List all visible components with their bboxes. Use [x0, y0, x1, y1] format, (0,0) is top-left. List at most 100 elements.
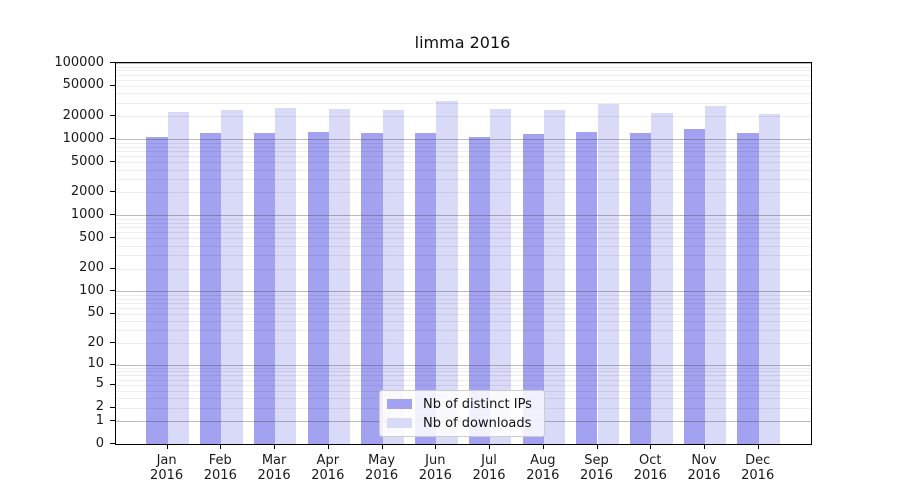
gridline-minor — [116, 93, 811, 95]
y-tick-label: 50000 — [62, 77, 104, 93]
y-tick-mark — [110, 62, 115, 63]
bar-downloads-feb — [221, 109, 243, 444]
gridline-minor — [116, 321, 811, 323]
gridline-minor — [116, 116, 811, 118]
x-tick-label-jun: Jun 2016 — [403, 453, 467, 483]
y-tick-label: 1 — [95, 412, 104, 428]
bar-distinct-ips-nov — [683, 128, 705, 444]
gridline-minor — [116, 151, 811, 152]
bar-distinct-ips-sep — [576, 132, 598, 444]
gridline-minor — [116, 238, 811, 240]
y-tick-label: 5000 — [70, 153, 104, 169]
x-tick-month: Jan — [156, 453, 177, 468]
y-tick-mark — [110, 290, 115, 292]
gridline-minor — [116, 245, 811, 247]
x-tick-mark — [435, 444, 437, 449]
legend-label-downloads: Nb of downloads — [423, 415, 532, 431]
y-tick-label: 1000 — [70, 206, 104, 222]
gridline-major — [116, 139, 811, 141]
legend-swatch-downloads-icon — [387, 418, 412, 428]
legend-label-distinct-ips: Nb of distinct IPs — [423, 396, 532, 412]
x-tick-month: Dec — [745, 453, 771, 468]
y-tick-mark — [110, 383, 115, 385]
x-tick-mark — [757, 444, 759, 449]
bar-distinct-ips-aug — [522, 134, 544, 444]
x-tick-month: Apr — [316, 453, 340, 468]
bar-downloads-may — [382, 110, 404, 444]
x-tick-month: Feb — [208, 453, 232, 468]
x-tick-mark — [327, 444, 329, 449]
gridline-minor — [116, 74, 811, 76]
y-tick-mark — [110, 191, 115, 193]
gridline-minor — [116, 294, 811, 296]
bar-downloads-jun — [436, 100, 458, 444]
gridline-minor — [116, 255, 811, 257]
chart-title: limma 2016 — [414, 33, 511, 52]
gridline-major — [116, 291, 811, 293]
y-tick-mark — [110, 267, 115, 269]
x-tick-year: 2016 — [418, 468, 452, 483]
x-tick-month: Jul — [481, 453, 497, 468]
bar-downloads-mar — [275, 107, 297, 444]
x-tick-label-oct: Oct 2016 — [618, 453, 682, 483]
x-tick-label-apr: Apr 2016 — [296, 453, 360, 483]
bar-downloads-nov — [705, 105, 727, 444]
x-tick-label-nov: Nov 2016 — [672, 453, 736, 483]
gridline-minor — [116, 367, 811, 369]
x-tick-month: Nov — [691, 453, 717, 468]
gridline-major — [116, 215, 811, 217]
y-tick-mark — [110, 138, 115, 140]
x-tick-label-aug: Aug 2016 — [511, 453, 575, 483]
gridline-minor — [116, 142, 811, 144]
y-tick-mark — [110, 406, 115, 408]
bar-distinct-ips-may — [361, 133, 383, 444]
gridline-minor — [116, 330, 811, 332]
bar-distinct-ips-mar — [253, 132, 276, 444]
gridline-minor — [116, 371, 811, 373]
x-tick-mark — [220, 444, 222, 449]
gridline-minor — [116, 102, 811, 104]
y-tick-label: 100 — [79, 282, 104, 298]
bar-downloads-oct — [651, 112, 673, 444]
y-tick-mark — [110, 84, 115, 86]
y-tick-mark — [110, 237, 115, 239]
x-tick-mark — [650, 444, 652, 449]
gridline-minor — [116, 70, 811, 72]
y-tick-label: 5 — [95, 376, 104, 392]
y-tick-mark — [110, 214, 115, 216]
gridline-minor — [116, 79, 811, 81]
y-tick-mark — [110, 115, 115, 117]
gridline-minor — [116, 268, 811, 270]
bar-distinct-ips-feb — [200, 133, 222, 444]
x-tick-mark — [542, 444, 544, 449]
gridline-minor — [116, 162, 811, 164]
gridline-minor — [116, 156, 811, 158]
gridline-minor — [116, 179, 811, 180]
gridline-major — [116, 364, 811, 366]
bar-distinct-ips-dec — [737, 133, 759, 444]
x-tick-month: Jun — [425, 453, 446, 468]
x-tick-month: Mar — [261, 453, 287, 468]
y-tick-label: 0 — [95, 435, 104, 451]
y-tick-label: 500 — [79, 229, 104, 245]
gridline-minor — [116, 308, 811, 309]
y-tick-mark — [110, 312, 115, 314]
x-tick-year: 2016 — [633, 468, 667, 483]
x-tick-year: 2016 — [526, 468, 560, 483]
y-tick-label: 10 — [87, 356, 104, 372]
gridline-minor — [116, 222, 811, 224]
gridline-minor — [116, 232, 811, 234]
gridline-minor — [116, 298, 811, 300]
x-tick-month: Aug — [530, 453, 556, 468]
x-tick-year: 2016 — [741, 468, 775, 483]
x-tick-month: Sep — [584, 453, 609, 468]
x-tick-label-dec: Dec 2016 — [726, 453, 790, 483]
bar-downloads-aug — [543, 109, 566, 444]
y-tick-mark — [110, 420, 115, 422]
gridline-minor — [116, 375, 811, 377]
x-tick-label-jan: Jan 2016 — [135, 453, 199, 483]
gridline-minor — [116, 218, 811, 220]
gridline-minor — [116, 192, 811, 194]
gridline-minor — [116, 343, 811, 345]
